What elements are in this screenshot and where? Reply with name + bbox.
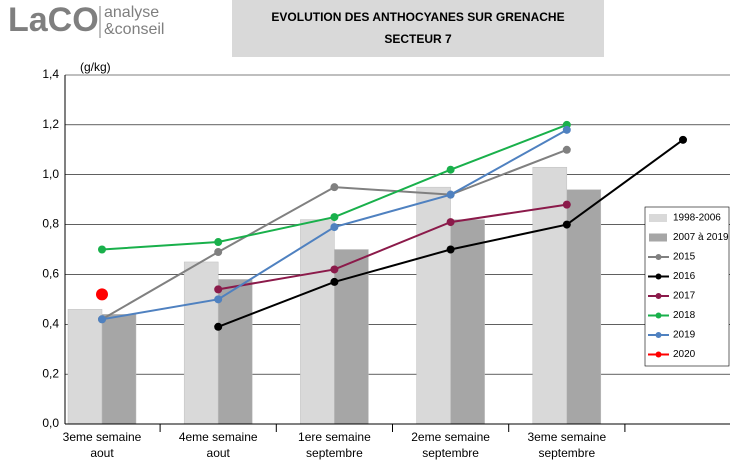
x-tick-label: 3eme semaine aout (63, 430, 142, 460)
legend-swatch (649, 233, 667, 242)
x-tick-line: septembre (422, 446, 479, 460)
legend-swatch (655, 293, 662, 299)
legend-label: 2019 (673, 330, 696, 341)
point (562, 200, 571, 209)
point (562, 220, 571, 229)
x-tick-label: 4eme semaine aout (179, 430, 258, 460)
logo-brand: LaCO (8, 1, 99, 39)
x-tick-line: aout (207, 446, 231, 460)
legend-swatch (655, 332, 662, 338)
legend-label: 2015 (673, 252, 696, 263)
point (446, 218, 455, 227)
point (98, 245, 106, 254)
y-tick-label: 1,2 (42, 117, 59, 131)
chart-title: EVOLUTION DES ANTHOCYANES SUR GRENACHE (271, 10, 564, 24)
bar (566, 189, 602, 425)
point (330, 223, 339, 232)
x-tick-label: 1ere semaine septembre (298, 430, 371, 460)
y-axis-label: (g/kg) (80, 60, 111, 74)
legend-label: 2007 à 2019 (673, 232, 729, 243)
bar (101, 314, 137, 425)
bar (450, 219, 485, 425)
legend-label: 2020 (673, 349, 696, 360)
chart-subtitle: SECTEUR 7 (384, 32, 452, 46)
bar (183, 261, 219, 425)
point (446, 190, 455, 199)
legend-swatch (655, 351, 662, 358)
point (679, 135, 687, 144)
legend-label: 2017 (673, 291, 696, 302)
legend-swatch (655, 312, 662, 319)
point (562, 125, 571, 134)
legend-label: 2018 (673, 310, 696, 321)
bar (300, 219, 335, 425)
x-tick-line: 4eme semaine (179, 430, 258, 444)
point (330, 183, 339, 192)
point (214, 238, 223, 247)
point (446, 245, 455, 254)
x-tick-line: aout (90, 446, 114, 460)
legend-label: 2016 (673, 271, 696, 282)
legend-box (644, 206, 730, 367)
point (214, 247, 223, 256)
x-tick-line: 1ere semaine (298, 430, 371, 444)
title-box (232, 0, 604, 57)
line (218, 203, 567, 291)
point (214, 322, 223, 331)
legend-swatch (655, 273, 662, 280)
legend-swatch (649, 214, 667, 222)
point (214, 285, 223, 294)
bar (334, 249, 369, 425)
y-tick-label: 1,4 (42, 67, 59, 81)
point (330, 277, 339, 286)
logo-line: analyse (104, 4, 159, 21)
point (330, 265, 339, 274)
legend: 1998-2006 2007 à 2019 2015 2016 2017 2018 2019… (644, 206, 730, 367)
x-tick-label: 2eme semaine septembre (411, 430, 490, 460)
y-tick-label: 0,4 (42, 316, 59, 330)
point (562, 145, 571, 154)
legend-label: 1998-2006 (673, 213, 721, 224)
y-tick-label: 0,6 (42, 267, 59, 281)
bar (532, 166, 568, 425)
x-tick-label: 3eme semaine septembre (527, 430, 606, 460)
bar (416, 186, 451, 425)
bar (67, 309, 103, 425)
logo-line: &conseil (104, 21, 164, 38)
x-tick-line: septembre (306, 446, 363, 460)
bar (217, 279, 253, 425)
x-tick-line: 3eme semaine (527, 430, 606, 444)
y-tick-label: 0,2 (42, 366, 59, 380)
point (96, 288, 108, 301)
point (214, 295, 223, 304)
y-tick-label: 0,0 (42, 416, 59, 430)
point (446, 165, 455, 174)
x-tick-line: 3eme semaine (63, 430, 142, 444)
y-tick-label: 0,8 (42, 217, 59, 231)
x-tick-line: septembre (538, 446, 595, 460)
legend-swatch (655, 254, 662, 260)
y-tick-label: 1,0 (42, 167, 59, 181)
point (330, 213, 339, 222)
x-tick-line: 2eme semaine (411, 430, 490, 444)
point (98, 315, 106, 324)
